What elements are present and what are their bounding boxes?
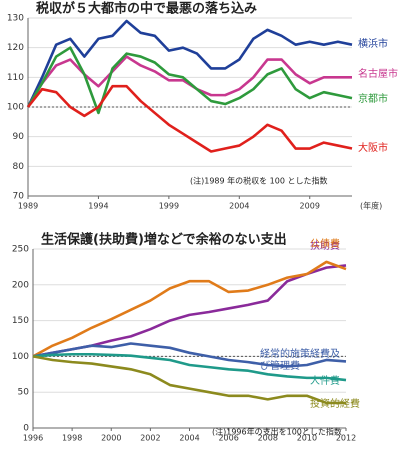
legend-label: 京都市: [358, 94, 388, 106]
y-tick-label: 130: [7, 14, 24, 24]
series-line: [26, 19, 353, 108]
y-tick-label: 70: [13, 192, 25, 202]
y-tick-label: 0: [23, 424, 29, 434]
x-tick-label: 2009: [300, 202, 320, 211]
series-line: [26, 46, 353, 115]
x-tick-label: 2006: [218, 434, 238, 443]
legend-label: 横浜市: [358, 38, 388, 50]
series-line: [26, 84, 353, 153]
y-tick-label: 150: [12, 316, 29, 326]
x-tick-label: 2002: [140, 434, 160, 443]
x-tick-label: 2012: [336, 434, 356, 443]
legend-label: 人件費: [310, 376, 340, 388]
x-tick-label: 2004: [229, 202, 249, 211]
chart-title: 税収が５大都市の中で最悪の落ち込み: [36, 1, 257, 17]
series-line: [32, 355, 346, 405]
series-line: [32, 260, 347, 358]
y-tick-label: 50: [18, 388, 30, 398]
x-tick-label: 2004: [179, 434, 199, 443]
series-line: [32, 352, 347, 382]
y-tick-label: 100: [12, 352, 29, 362]
legend-label: 公債費: [310, 239, 340, 251]
legend-label: 投資的経費: [310, 398, 360, 410]
annotation: (注)1989 年の税収を 100 とした指数: [190, 176, 328, 186]
x-tick-label: 1994: [88, 202, 108, 211]
series-line: [32, 264, 347, 358]
series-line: [32, 342, 347, 368]
y-tick-label: 100: [7, 103, 24, 113]
legend-label: 経常的施策経費及び管理費: [260, 349, 340, 373]
y-tick-label: 120: [7, 43, 24, 53]
x-tick-label: 1999: [159, 202, 179, 211]
y-tick-label: 200: [12, 280, 29, 290]
legend-label: 名古屋市: [358, 69, 398, 81]
y-tick-label: 110: [7, 73, 24, 83]
x-tick-label: 2008: [258, 434, 278, 443]
x-tick-label: 1998: [62, 434, 82, 443]
x-tick-label: 1996: [23, 434, 43, 443]
annotation: (注)1996年の支出を100とした指数: [212, 427, 342, 437]
chart-title: 生活保護(扶助費)増などで余裕のない支出: [41, 232, 287, 248]
y-tick-label: 90: [13, 132, 25, 142]
legend-label: 大阪市: [358, 142, 388, 154]
x-tick-label: 2010: [297, 434, 317, 443]
x-axis-label: (年度): [360, 201, 382, 211]
legend-label: 扶助費: [310, 241, 340, 253]
y-tick-label: 80: [13, 162, 25, 172]
x-tick-label: 2000: [101, 434, 121, 443]
y-tick-label: 250: [12, 245, 29, 255]
x-tick-label: 1989: [18, 202, 38, 211]
